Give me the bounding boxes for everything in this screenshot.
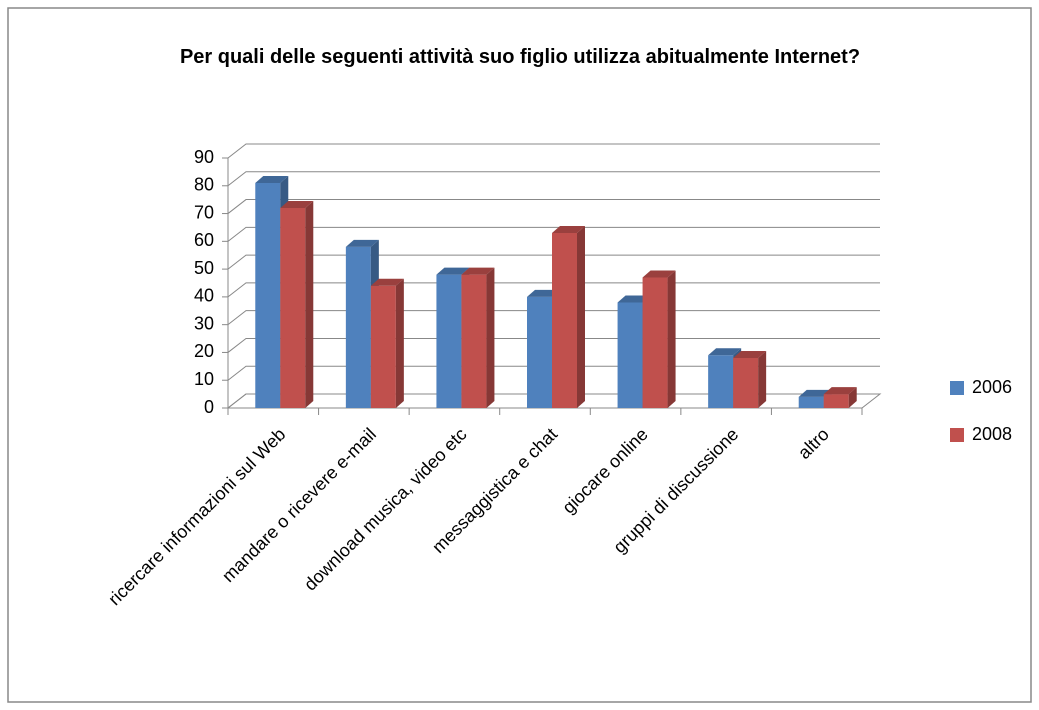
bar-front — [345, 246, 371, 408]
bar-front — [708, 355, 734, 408]
bar-top — [642, 270, 676, 278]
bar-top — [823, 387, 857, 395]
bar — [370, 278, 404, 408]
bar-front — [733, 358, 759, 408]
bar-top — [617, 295, 651, 303]
bar-front — [798, 396, 824, 408]
bar-side — [758, 351, 767, 408]
y-tick-label: 90 — [194, 147, 214, 167]
bar-front — [436, 274, 462, 408]
legend-label: 2008 — [972, 424, 1012, 444]
bar — [642, 270, 676, 408]
bar-front — [552, 233, 577, 408]
bar-top — [436, 267, 470, 275]
legend-swatch — [950, 428, 964, 442]
bar-front — [823, 394, 849, 408]
bar-top — [527, 289, 560, 297]
y-tick-label: 50 — [194, 258, 214, 278]
bar-front — [617, 302, 643, 408]
y-tick-label: 80 — [194, 175, 214, 195]
chart-title: Per quali delle seguenti attività suo fi… — [179, 46, 861, 68]
bar-top — [552, 226, 585, 233]
bar-top — [708, 348, 742, 356]
bar-top — [345, 239, 379, 247]
bar-top — [370, 278, 404, 286]
bar-top — [798, 389, 832, 397]
bar — [552, 226, 585, 408]
bar — [733, 351, 767, 408]
y-tick-label: 60 — [194, 230, 214, 250]
bar-top — [461, 267, 495, 275]
bar-front — [255, 183, 281, 408]
y-tick-label: 20 — [194, 341, 214, 361]
grid-line — [227, 226, 880, 242]
grid-line — [227, 254, 880, 270]
grid-line — [227, 171, 880, 187]
bar-front — [642, 277, 668, 408]
bar — [280, 201, 314, 408]
bar — [823, 387, 857, 408]
bar-side — [848, 387, 857, 408]
bar-side — [395, 278, 404, 408]
y-tick-label: 70 — [194, 202, 214, 222]
bar-front — [461, 274, 487, 408]
bar-front — [280, 208, 306, 408]
bar-top — [733, 351, 767, 358]
bar-side — [577, 226, 585, 408]
bar-side — [667, 270, 676, 408]
bar — [461, 267, 495, 408]
y-tick-label: 40 — [194, 286, 214, 306]
chart-border — [7, 7, 1032, 703]
bar-front — [527, 296, 552, 408]
bar-top — [255, 176, 289, 183]
bar-front — [370, 285, 396, 408]
y-tick-label: 0 — [204, 397, 214, 417]
bar-top — [280, 201, 314, 208]
bar-side — [486, 267, 495, 408]
bar-side — [305, 201, 314, 408]
y-tick-label: 30 — [194, 313, 214, 333]
grid-line — [227, 143, 880, 159]
y-tick-label: 10 — [194, 369, 214, 389]
grid-line — [227, 199, 880, 214]
legend-swatch — [950, 381, 964, 395]
legend-label: 2006 — [972, 377, 1012, 397]
